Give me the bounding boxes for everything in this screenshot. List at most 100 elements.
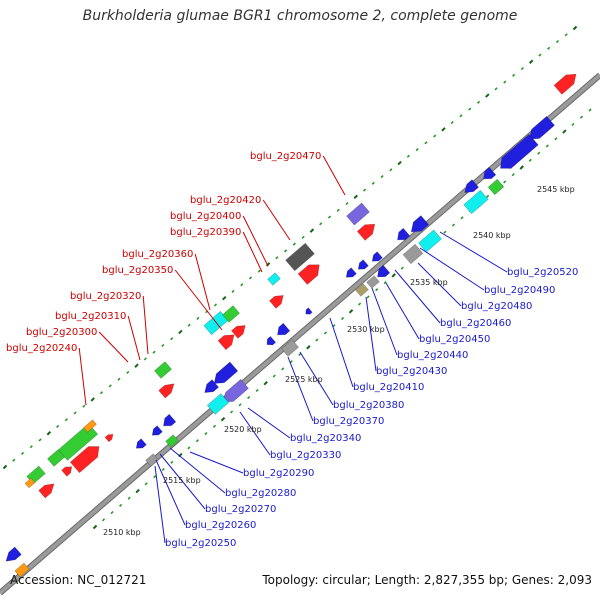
gene-shape <box>285 242 315 272</box>
reverse-gene-label: bglu_2g20340 <box>290 433 361 444</box>
tick-upper <box>397 160 402 166</box>
reverse-gene-label: bglu_2g20450 <box>419 334 490 345</box>
scale-label: 2530 kbp <box>347 325 385 334</box>
tick-lower <box>511 173 515 177</box>
forward-gene-label: bglu_2g20470 <box>250 151 321 162</box>
gene-feature <box>222 305 240 323</box>
gene-feature <box>483 166 497 180</box>
gene-shape <box>366 275 380 289</box>
reverse-gene-label: bglu_2g20260 <box>185 520 256 531</box>
gene-feature <box>345 267 357 278</box>
tick-upper <box>38 438 42 442</box>
gene-shape <box>204 379 219 393</box>
gene-feature <box>377 264 391 278</box>
gene-shape <box>158 383 175 399</box>
gene-shape <box>5 546 22 562</box>
gene-shape <box>410 215 430 233</box>
forward-leader-line <box>98 331 129 363</box>
tick-lower <box>170 460 174 464</box>
gene-feature <box>267 272 281 286</box>
tick-lower <box>323 331 327 335</box>
gene-feature <box>277 322 291 336</box>
tick-lower <box>289 360 293 364</box>
tick-upper <box>528 59 534 64</box>
gene-feature <box>206 393 230 415</box>
tick-lower <box>460 216 464 220</box>
forward-leader-line <box>322 155 346 196</box>
tick-upper <box>12 458 16 462</box>
gene-shape <box>269 295 284 309</box>
tick-lower <box>161 467 165 472</box>
gene-feature <box>487 178 505 196</box>
tick-lower <box>229 410 234 414</box>
gene-shape <box>402 243 424 265</box>
tick-upper <box>46 431 52 436</box>
gene-shape <box>231 325 246 339</box>
gene-shape <box>14 562 30 578</box>
tick-lower <box>528 158 532 162</box>
gene-shape <box>529 115 555 140</box>
gene-shape <box>277 322 291 336</box>
gene-feature <box>217 334 235 351</box>
reverse-gene-label: bglu_2g20490 <box>484 285 555 296</box>
forward-gene-label: bglu_2g20320 <box>70 291 141 302</box>
gene-shape <box>154 361 172 379</box>
tick-lower <box>298 352 302 357</box>
reverse-leader-line <box>159 453 206 510</box>
gene-shape <box>346 202 370 226</box>
reverse-leader-line <box>365 296 377 372</box>
tick-upper <box>476 100 481 104</box>
gene-feature <box>204 379 219 393</box>
scale-label: 2510 kbp <box>103 528 141 537</box>
gene-feature <box>529 115 555 140</box>
tick-upper <box>450 120 454 125</box>
gene-feature <box>83 419 97 433</box>
gene-shape <box>206 393 230 415</box>
gene-feature <box>5 546 22 562</box>
scale-label: 2515 kbp <box>163 476 201 485</box>
tick-upper <box>441 127 446 132</box>
tick-upper <box>406 154 410 158</box>
tick-upper <box>494 87 498 91</box>
tick-lower <box>119 503 123 507</box>
gene-feature <box>154 361 172 379</box>
tick-lower <box>135 488 140 494</box>
tick-lower <box>255 388 259 392</box>
gene-feature <box>463 189 489 215</box>
tick-lower <box>263 380 268 386</box>
tick-lower <box>127 496 131 500</box>
gene-shape <box>69 446 100 474</box>
tick-upper <box>336 208 340 212</box>
tick-upper <box>222 295 227 301</box>
gene-feature <box>266 335 277 346</box>
tick-upper <box>64 418 68 422</box>
tick-lower <box>486 194 490 198</box>
gene-shape <box>222 305 240 323</box>
forward-gene-label: bglu_2g20240 <box>6 343 77 354</box>
tick-upper <box>99 391 104 395</box>
tick-upper <box>327 215 332 219</box>
gene-shape <box>483 166 497 180</box>
gene-shape <box>553 73 577 95</box>
gene-shape <box>165 434 179 448</box>
gene-feature <box>357 259 369 270</box>
reverse-leader-line <box>394 269 441 324</box>
reverse-leader-line <box>417 262 462 307</box>
reverse-leader-line <box>287 356 314 422</box>
gene-feature <box>464 179 479 193</box>
reverse-gene-label: bglu_2g20430 <box>376 366 447 377</box>
tick-lower <box>554 137 558 141</box>
gene-shape <box>267 272 281 286</box>
scale-label: 2545 kbp <box>537 185 575 194</box>
scale-label: 2525 kbp <box>285 375 323 384</box>
reverse-gene-label: bglu_2g20480 <box>461 301 532 312</box>
tick-lower <box>220 416 226 422</box>
gene-shape <box>281 339 299 357</box>
tick-lower <box>238 403 242 407</box>
reverse-gene-label: bglu_2g20460 <box>440 318 511 329</box>
tick-lower <box>383 280 387 285</box>
gene-shape <box>213 361 239 384</box>
forward-leader-line <box>242 215 269 267</box>
map-title: Burkholderia glumae BGR1 chromosome 2, c… <box>82 8 518 24</box>
reverse-gene-label: bglu_2g20290 <box>243 468 314 479</box>
